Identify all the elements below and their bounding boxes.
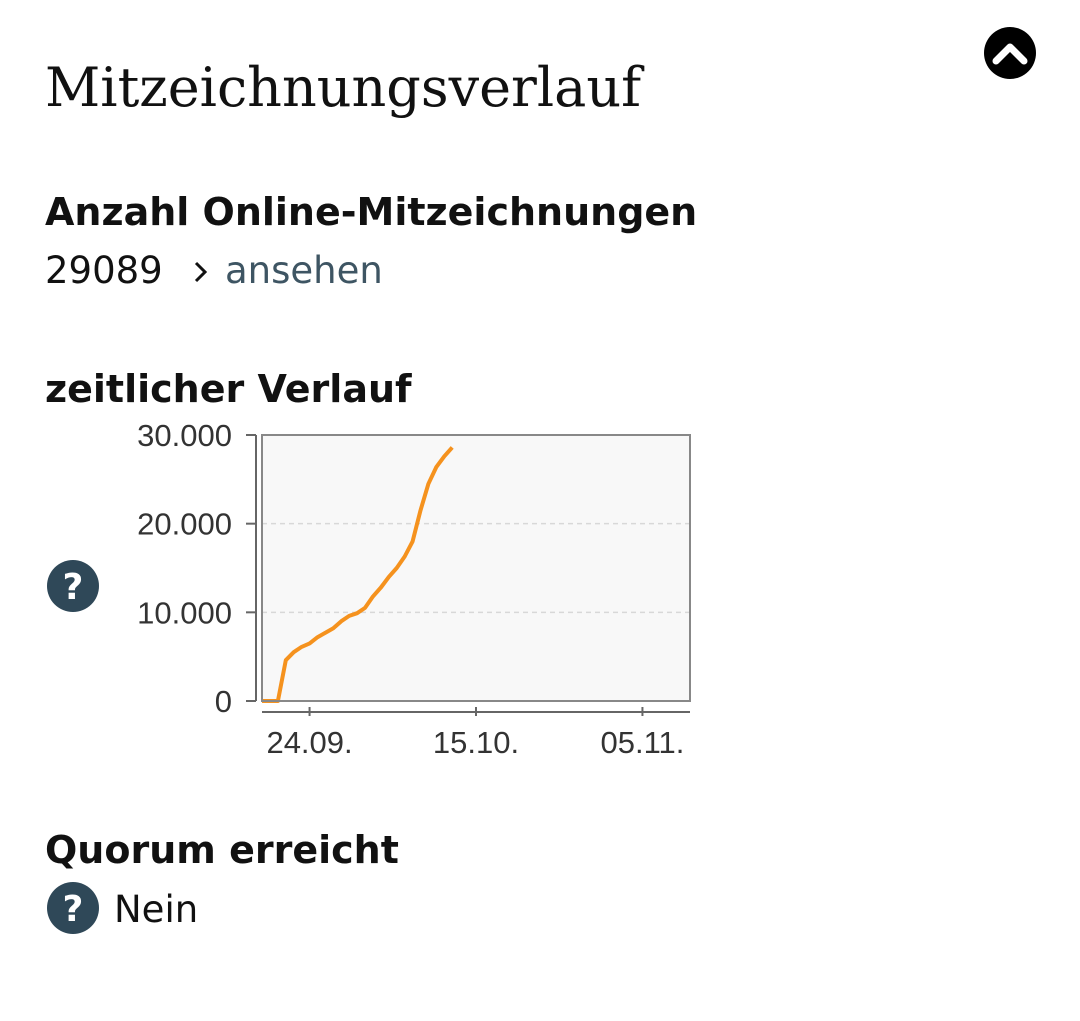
help-glyph: ? bbox=[63, 567, 84, 608]
data-line bbox=[262, 446, 454, 703]
help-icon bbox=[47, 560, 99, 612]
section-label: Anzahl Online-Mitzeichnungen bbox=[45, 190, 697, 234]
help-glyph: ? bbox=[63, 889, 84, 930]
y-tick-label: 10.000 bbox=[137, 595, 232, 630]
page-title: Mitzeichnungsverlauf bbox=[45, 56, 645, 119]
chevron-up bbox=[992, 43, 1028, 65]
x-tick-label: 24.09. bbox=[266, 725, 352, 760]
y-tick-label: 30.000 bbox=[137, 418, 232, 453]
help-button[interactable]: ? bbox=[47, 882, 99, 934]
quorum-value: Nein bbox=[114, 888, 198, 931]
view-link[interactable]: ansehen bbox=[194, 249, 383, 292]
x-tick-label: 15.10. bbox=[433, 725, 519, 760]
chart: 0 10.000 20.000 30.000 24.09. 15.10. 05.11. bbox=[137, 418, 691, 760]
help-button[interactable]: ? bbox=[47, 560, 99, 612]
section-label: zeitlicher Verlauf bbox=[45, 367, 412, 411]
y-tick-label: 0 bbox=[215, 684, 232, 719]
section-label: Quorum erreicht bbox=[45, 828, 399, 872]
link-chevron bbox=[194, 261, 208, 283]
plot-area bbox=[262, 435, 690, 701]
collapse-button[interactable] bbox=[984, 27, 1036, 79]
collapse-icon bbox=[984, 27, 1036, 79]
y-tick-label: 20.000 bbox=[137, 507, 232, 542]
link-text: ansehen bbox=[225, 249, 383, 292]
signature-count: 29089 bbox=[45, 249, 163, 292]
plot-border bbox=[261, 434, 691, 702]
x-tick-label: 05.11. bbox=[600, 725, 684, 760]
help-icon bbox=[47, 882, 99, 934]
